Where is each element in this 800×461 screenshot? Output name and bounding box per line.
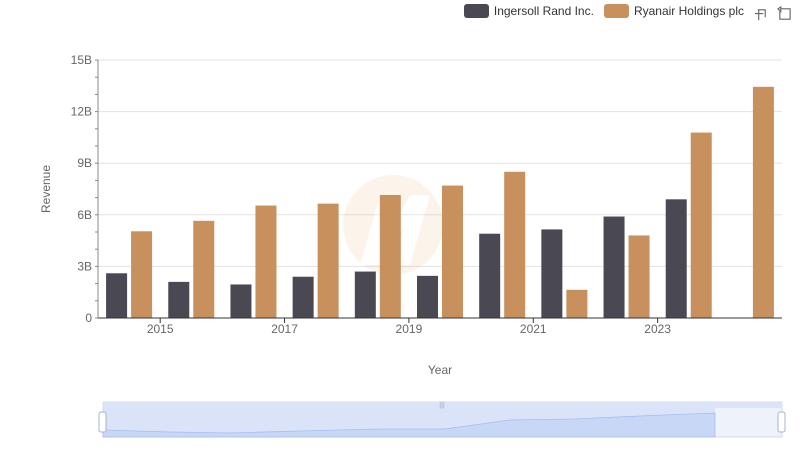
legend-swatch-ryanair xyxy=(603,4,629,18)
bar-ryanair-2018[interactable] xyxy=(379,195,401,318)
legend-label-ingersoll: Ingersoll Rand Inc. xyxy=(493,4,594,18)
bar-ingersoll-2017[interactable] xyxy=(292,276,314,318)
legend-label-ryanair: Ryanair Holdings plc xyxy=(633,4,744,18)
legend-item-ryanair[interactable]: Ryanair Holdings plc xyxy=(603,4,744,18)
y-tick-label: 6B xyxy=(77,208,92,222)
x-tick-label: 2019 xyxy=(396,322,423,336)
bar-ryanair-2015[interactable] xyxy=(193,220,215,318)
x-tick-label: 2015 xyxy=(147,322,174,336)
x-axis-title: Year xyxy=(428,363,452,377)
bar-ryanair-2019[interactable] xyxy=(442,185,463,318)
zoom-reset-icon[interactable] xyxy=(777,6,792,21)
bar-ingersoll-2014[interactable] xyxy=(106,273,128,318)
legend-swatch-ingersoll xyxy=(463,4,489,18)
bar-ingersoll-2015[interactable] xyxy=(168,281,190,318)
y-axis-title: Revenue xyxy=(39,165,53,213)
y-tick-label: 15B xyxy=(71,53,92,67)
bar-ingersoll-2021[interactable] xyxy=(541,229,563,318)
y-tick-label: 0 xyxy=(85,311,92,325)
bar-ryanair-2017[interactable] xyxy=(317,203,339,318)
bar-ryanair-2020[interactable] xyxy=(504,171,526,318)
axes-group: 0 3B 6B 9B 12B 15B 2015 2017 2019 2021 2023 xyxy=(71,53,782,336)
y-tick-label: 12B xyxy=(71,105,92,119)
bar-ingersoll-2020[interactable] xyxy=(479,233,501,318)
bar-ingersoll-2018[interactable] xyxy=(354,271,376,318)
bar-ingersoll-2022[interactable] xyxy=(603,216,625,318)
bar-ryanair-2022[interactable] xyxy=(628,235,650,318)
slider-preview-area xyxy=(102,412,716,438)
x-tick-label: 2023 xyxy=(644,322,671,336)
bar-ingersoll-2016[interactable] xyxy=(230,284,252,318)
bar-ryanair-2021[interactable] xyxy=(566,289,588,318)
toolbox xyxy=(754,6,792,21)
bar-ryanair-2016[interactable] xyxy=(255,205,277,318)
bars-group xyxy=(106,86,774,318)
legend-item-ingersoll[interactable]: Ingersoll Rand Inc. xyxy=(463,4,594,18)
slider-top-bar[interactable] xyxy=(103,402,782,408)
bar-ryanair-2024[interactable] xyxy=(752,86,774,318)
data-zoom-slider[interactable]: ||| xyxy=(98,401,786,438)
slider-grip-icon[interactable]: ||| xyxy=(439,402,445,409)
bar-ingersoll-2023[interactable] xyxy=(665,199,687,318)
slider-right-handle[interactable] xyxy=(777,411,786,433)
y-tick-label: 9B xyxy=(77,156,92,170)
x-tick-label: 2021 xyxy=(520,322,547,336)
legend: Ingersoll Rand Inc. Ryanair Holdings plc xyxy=(463,4,744,18)
zoom-icon[interactable] xyxy=(754,6,769,21)
slider-selection[interactable] xyxy=(103,408,715,437)
bar-ryanair-2014[interactable] xyxy=(131,231,153,318)
x-tick-label: 2017 xyxy=(271,322,298,336)
slider-left-handle[interactable] xyxy=(98,411,107,433)
bar-ingersoll-2019[interactable] xyxy=(417,275,438,318)
y-tick-label: 3B xyxy=(77,259,92,273)
bar-ryanair-2023[interactable] xyxy=(690,132,712,318)
